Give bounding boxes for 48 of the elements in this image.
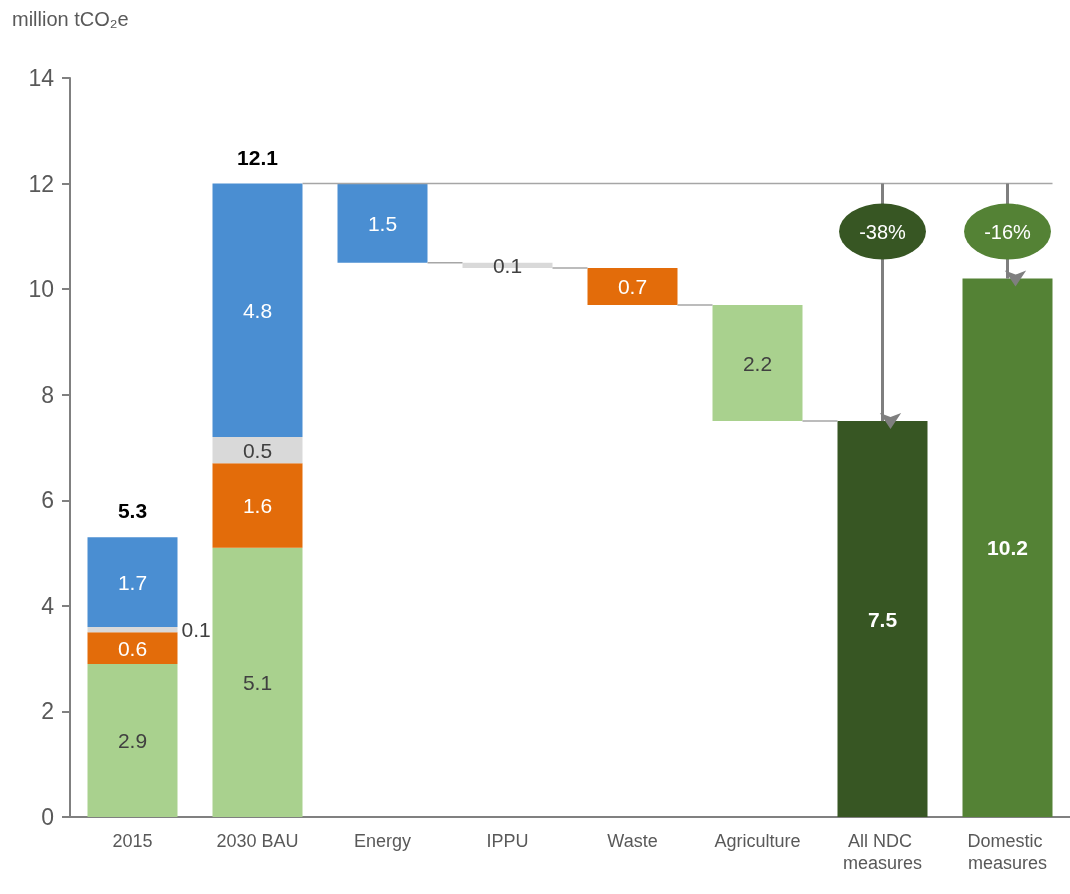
data-label: 0.5	[242, 438, 273, 462]
data-label: 1.5	[367, 211, 398, 235]
bar	[87, 537, 178, 627]
x-tick-label: 2015	[112, 831, 153, 851]
bar	[87, 626, 178, 633]
data-label: 0.6	[117, 636, 148, 660]
bar	[837, 421, 928, 817]
data-label: 1.6	[242, 494, 273, 518]
data-label: 2.2	[742, 351, 773, 375]
y-tick-label: 4	[41, 592, 55, 619]
y-tick-label: 10	[28, 276, 54, 303]
data-label: 0.1	[181, 618, 211, 642]
bar	[87, 632, 178, 664]
total-label: 12.1	[237, 145, 279, 169]
data-label: 10.2	[987, 536, 1028, 560]
x-tick-label: Agriculture	[714, 831, 801, 851]
y-tick-label: 14	[28, 65, 55, 91]
data-label: 1.7	[117, 570, 148, 594]
y-axis-title: million tCO₂e	[12, 8, 129, 30]
bar	[337, 183, 428, 263]
bar	[212, 183, 303, 437]
x-tick-label: IPPU	[486, 831, 529, 851]
bar	[212, 547, 303, 817]
y-tick-label: 6	[41, 487, 54, 514]
y-tick-label: 8	[41, 381, 54, 408]
y-tick-label: 0	[41, 804, 54, 830]
bar	[712, 304, 803, 422]
x-tick-label: Energy	[353, 831, 412, 851]
x-tick-label: All NDC measures	[842, 831, 923, 873]
data-label: 2.9	[117, 728, 148, 752]
y-tick-label: 12	[28, 170, 54, 197]
y-tick-label: 2	[41, 698, 54, 725]
data-label: 0.1	[492, 253, 523, 277]
bar	[212, 463, 303, 548]
bar	[587, 268, 678, 305]
data-label: 4.8	[242, 298, 273, 322]
annotation: -38%	[859, 220, 907, 243]
total-label: 5.3	[117, 499, 148, 523]
data-label: 7.5	[867, 607, 898, 631]
data-label: 5.1	[242, 670, 273, 694]
x-tick-label: 2030 BAU	[216, 831, 299, 851]
bar	[212, 436, 303, 464]
annotation: -16%	[984, 220, 1032, 243]
x-tick-label: Domestic measures	[967, 831, 1048, 873]
x-tick-label: Waste	[607, 831, 658, 851]
bar	[962, 278, 1053, 817]
data-label: 0.7	[617, 275, 648, 298]
bar	[87, 663, 178, 817]
